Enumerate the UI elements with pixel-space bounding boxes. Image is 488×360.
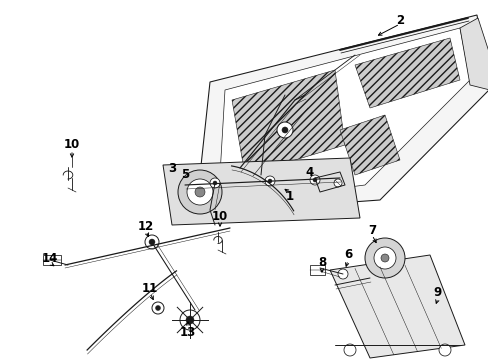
Circle shape [380,254,388,262]
Text: 6: 6 [343,248,351,261]
Circle shape [263,165,272,175]
Polygon shape [329,255,464,358]
Circle shape [373,247,395,269]
Text: 4: 4 [305,166,313,180]
Polygon shape [200,15,488,210]
Circle shape [282,127,287,133]
Text: 13: 13 [180,327,196,339]
Circle shape [209,178,220,188]
Circle shape [185,316,194,324]
Circle shape [195,187,204,197]
Bar [309,265,325,275]
Circle shape [155,306,160,310]
Circle shape [276,122,292,138]
Text: 3: 3 [167,162,176,175]
Polygon shape [231,70,345,175]
Circle shape [333,179,341,187]
Polygon shape [163,158,359,225]
Circle shape [267,179,271,183]
Circle shape [213,181,217,185]
Circle shape [343,344,355,356]
Bar [43,255,61,265]
Polygon shape [354,38,459,108]
Text: 10: 10 [211,211,228,224]
Circle shape [312,178,316,182]
Polygon shape [459,18,488,90]
Circle shape [438,344,450,356]
Circle shape [178,170,222,214]
Text: 7: 7 [367,224,375,237]
Circle shape [337,269,347,279]
Polygon shape [339,115,399,175]
Text: 14: 14 [42,252,58,265]
Circle shape [180,310,200,330]
Text: 8: 8 [317,256,325,269]
Text: 1: 1 [285,189,293,202]
Text: 5: 5 [181,168,189,181]
Text: 9: 9 [433,287,441,300]
Circle shape [145,235,159,249]
Circle shape [264,176,274,186]
Text: 2: 2 [395,13,403,27]
Circle shape [186,179,213,205]
Text: 11: 11 [142,282,158,294]
Polygon shape [220,28,469,200]
Circle shape [364,238,404,278]
Text: 10: 10 [64,139,80,152]
Text: 12: 12 [138,220,154,233]
Circle shape [149,239,155,245]
Circle shape [152,302,163,314]
Circle shape [309,175,319,185]
